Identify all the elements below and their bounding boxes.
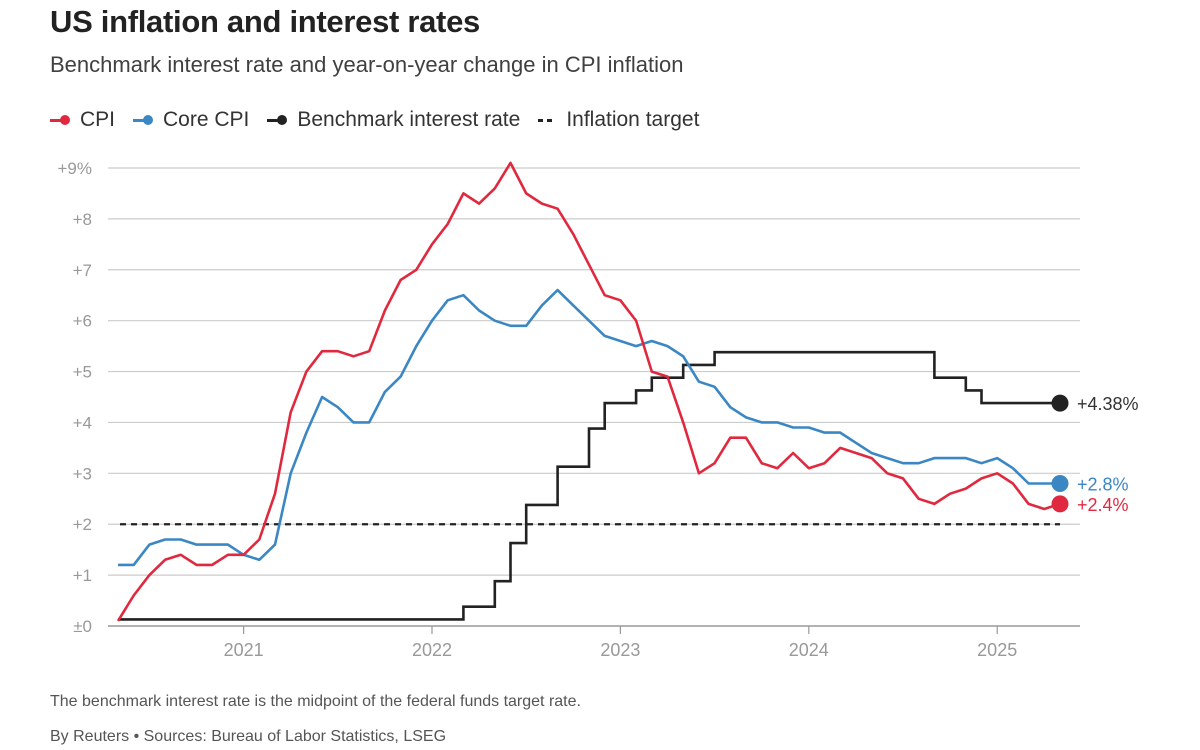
core-cpi-legend-icon	[133, 114, 155, 126]
interest-rate-legend-icon	[267, 114, 289, 126]
y-tick-label: +7	[73, 261, 92, 280]
legend-label-interest-rate: Benchmark interest rate	[297, 108, 521, 131]
x-tick-label: 2023	[600, 640, 640, 660]
y-tick-label: +4	[73, 413, 92, 432]
interest-rate-series-line	[118, 350, 1060, 621]
chart-subtitle: Benchmark interest rate and year-on-year…	[50, 52, 684, 77]
cpi-legend-icon	[50, 114, 72, 126]
x-tick-label: 2025	[977, 640, 1017, 660]
dashed-line-icon	[538, 118, 557, 122]
x-tick-label: 2022	[412, 640, 452, 660]
legend-label-cpi: CPI	[80, 108, 116, 131]
y-tick-label: +5	[73, 363, 92, 382]
chart-title: US inflation and interest rates	[50, 4, 480, 39]
source-credit: By Reuters • Sources: Bureau of Labor St…	[50, 728, 447, 745]
cpi-series-line	[116, 161, 1061, 622]
core-cpi-series-line	[118, 288, 1060, 567]
y-tick-label: +3	[73, 464, 92, 483]
legend-item-core-cpi: Core CPI	[133, 108, 249, 132]
y-tick-label: +8	[73, 210, 92, 229]
y-tick-label: ±0	[73, 617, 92, 636]
legend-label-core-cpi: Core CPI	[163, 108, 250, 131]
legend: CPI Core CPI Benchmark interest rate Inf…	[50, 108, 717, 132]
x-tick-label: 2024	[789, 640, 829, 660]
legend-item-interest-rate: Benchmark interest rate	[267, 108, 520, 132]
cpi-end-label: +2.4%	[1077, 495, 1129, 515]
core-cpi-end-label: +2.8%	[1077, 475, 1129, 495]
y-tick-label: +1	[73, 566, 92, 585]
interest-rate-end-marker	[1051, 394, 1069, 412]
interest-rate-end-label: +4.38%	[1077, 394, 1139, 414]
legend-label-inflation-target: Inflation target	[566, 108, 700, 131]
core-cpi-end-marker	[1051, 475, 1069, 493]
legend-item-inflation-target: Inflation target	[538, 108, 699, 132]
legend-item-cpi: CPI	[50, 108, 115, 132]
y-tick-label: +2	[73, 515, 92, 534]
x-tick-label: 2021	[224, 640, 264, 660]
footnote: The benchmark interest rate is the midpo…	[50, 693, 581, 710]
y-tick-label: +9%	[58, 159, 93, 178]
cpi-end-marker	[1051, 495, 1069, 513]
y-tick-label: +6	[73, 312, 92, 331]
